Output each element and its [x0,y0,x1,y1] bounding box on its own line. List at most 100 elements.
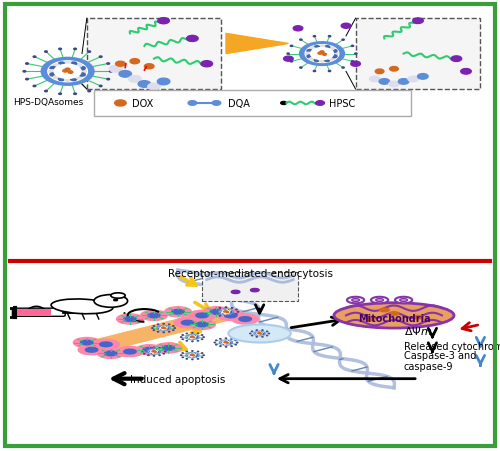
Circle shape [48,70,55,74]
Circle shape [88,91,90,92]
Circle shape [223,341,226,342]
Circle shape [191,338,194,339]
Circle shape [194,354,198,355]
Circle shape [260,335,262,336]
Circle shape [168,324,170,325]
Circle shape [59,49,62,51]
Circle shape [158,327,162,328]
Circle shape [224,313,228,314]
Circle shape [165,329,168,330]
Circle shape [41,58,94,86]
Text: HPS-DQAsomes: HPS-DQAsomes [14,97,84,106]
Circle shape [156,351,159,352]
Circle shape [221,342,224,343]
Circle shape [100,342,112,347]
Circle shape [74,49,76,51]
Circle shape [342,40,344,41]
Circle shape [86,348,98,352]
Circle shape [408,77,418,83]
Circle shape [192,359,193,360]
Circle shape [201,61,212,68]
Circle shape [74,338,100,348]
Circle shape [388,82,400,87]
Circle shape [322,54,326,56]
Circle shape [192,338,195,339]
Circle shape [189,354,196,357]
Circle shape [228,310,230,312]
Circle shape [254,331,265,336]
Circle shape [63,70,68,73]
Circle shape [320,60,324,63]
Circle shape [155,343,182,353]
Circle shape [162,327,164,328]
Text: HPSC: HPSC [329,99,355,109]
Circle shape [212,101,220,106]
Circle shape [116,62,125,67]
Circle shape [225,311,227,312]
Circle shape [192,341,193,342]
FancyBboxPatch shape [356,19,480,90]
Circle shape [329,48,334,51]
Circle shape [191,356,194,357]
Circle shape [196,322,208,327]
Circle shape [192,336,194,337]
Circle shape [316,101,324,106]
Circle shape [70,78,76,82]
Circle shape [220,310,232,314]
Circle shape [150,352,152,353]
Circle shape [65,69,70,71]
Circle shape [262,333,264,334]
Circle shape [221,343,224,344]
Circle shape [380,308,389,312]
Circle shape [149,352,152,353]
FancyBboxPatch shape [12,308,65,317]
Circle shape [116,314,143,324]
Circle shape [222,313,224,314]
Circle shape [136,345,162,355]
Circle shape [152,328,153,329]
Circle shape [44,52,48,53]
Circle shape [365,318,375,321]
Circle shape [182,353,184,354]
Circle shape [257,333,262,335]
Circle shape [156,351,159,352]
Circle shape [220,341,232,345]
Circle shape [194,354,196,355]
Circle shape [376,299,384,302]
Circle shape [314,60,320,62]
Circle shape [194,338,196,339]
Circle shape [148,313,160,318]
Circle shape [192,354,194,355]
Circle shape [398,79,409,85]
Circle shape [220,311,224,312]
Circle shape [287,54,290,55]
Circle shape [320,46,324,49]
Circle shape [156,352,159,353]
Circle shape [224,342,226,343]
Circle shape [156,352,158,353]
Circle shape [228,343,231,344]
Circle shape [314,37,316,38]
Circle shape [158,79,170,86]
FancyBboxPatch shape [87,19,221,90]
Circle shape [174,328,176,329]
Circle shape [50,74,56,77]
Circle shape [74,94,76,95]
FancyBboxPatch shape [94,91,411,116]
Circle shape [215,309,216,310]
Circle shape [88,52,90,53]
Circle shape [222,343,224,344]
Circle shape [231,346,232,347]
Circle shape [413,316,423,319]
Circle shape [210,310,222,314]
Circle shape [151,353,154,354]
Ellipse shape [51,299,113,314]
Circle shape [182,335,184,336]
Circle shape [48,62,88,83]
Circle shape [79,74,86,77]
Circle shape [220,312,223,313]
Circle shape [116,347,143,357]
Circle shape [256,332,258,333]
Circle shape [256,334,258,335]
Circle shape [158,18,170,25]
